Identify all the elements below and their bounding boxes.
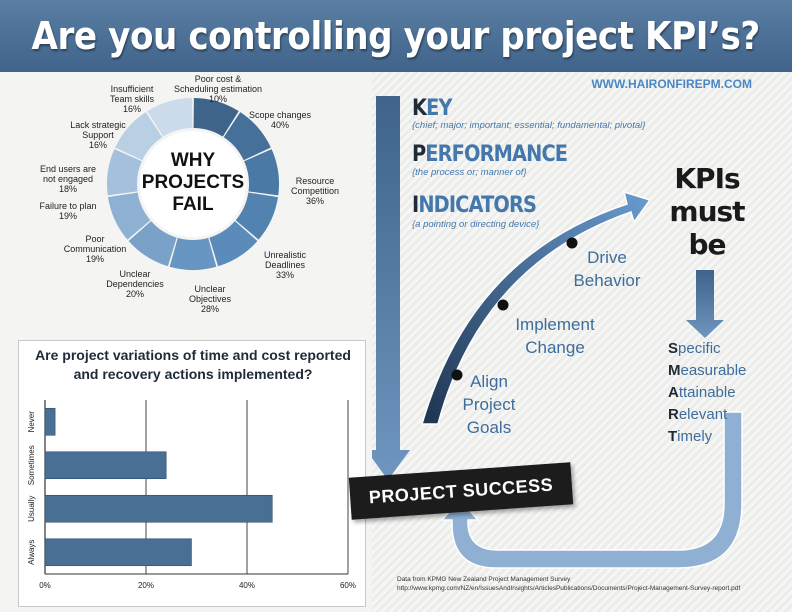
donut-slice-label: Poor cost & Scheduling estimation 10% [174, 74, 262, 104]
donut-slice [147, 98, 193, 137]
kpi-indicators-letter: I [412, 193, 419, 218]
bar-chart-title-line2: and recovery actions implemented? [73, 366, 313, 382]
y-category-label: Usually [27, 496, 36, 522]
donut-slice [193, 98, 239, 137]
donut-center-label: FAIL [172, 194, 214, 215]
kpi-key-word: KEY [412, 96, 453, 121]
x-tick-label: 0% [39, 581, 51, 590]
stage-marker-drive [566, 237, 578, 249]
stage-implement-line1: Implement [515, 315, 595, 334]
donut-slice [169, 237, 217, 270]
stage-drive: Drive Behavior [568, 246, 646, 292]
kpi-indicators-definition: {a pointing or directing device} [412, 219, 540, 230]
kpis-must-be-line2: must [669, 195, 745, 228]
y-category-label: Never [27, 411, 36, 433]
donut-slice [106, 149, 142, 196]
smart-letter: T [668, 428, 678, 445]
smart-rest: imely [677, 428, 713, 445]
donut-slice-label: Resource Competition 36% [291, 176, 339, 206]
donut-slice [128, 221, 177, 267]
smart-item-timely: Timely [668, 426, 746, 448]
bar-chart-title-line1: Are project variations of time and cost … [35, 347, 351, 363]
y-category-label: Always [27, 540, 36, 565]
header-banner: Are you controlling your project KPI’s? [0, 0, 792, 72]
stage-implement: Implement Change [506, 313, 604, 359]
down-arrow-left [372, 96, 410, 480]
smart-letter: A [668, 384, 679, 401]
donut-slice [223, 112, 271, 161]
stage-drive-line1: Drive [587, 248, 627, 267]
donut-slice-label: End users are not engaged 18% [40, 164, 96, 194]
smart-letter: M [668, 362, 681, 379]
donut-center [140, 131, 246, 237]
smart-rest: pecific [678, 340, 721, 357]
kpi-indicators-word: INDICATORS [412, 193, 537, 218]
source-line1: Data from KPMG New Zealand Project Manag… [397, 576, 571, 583]
x-tick-label: 40% [239, 581, 255, 590]
kpi-indicators-rest: NDICATORS [418, 193, 537, 218]
stage-align-line1: Align [470, 372, 508, 391]
stage-marker-implement [497, 299, 509, 311]
bar [44, 407, 56, 436]
donut-slice-label: Unclear Dependencies 20% [106, 269, 164, 299]
smart-rest: elevant [678, 406, 728, 423]
donut-slice [115, 112, 163, 161]
source-note: Data from KPMG New Zealand Project Manag… [397, 575, 740, 593]
bar [44, 538, 192, 567]
kpi-arrows [372, 96, 743, 569]
smart-item-specific: Specific [668, 338, 746, 360]
bar [44, 494, 273, 523]
donut-slice [108, 192, 151, 240]
page-title: Are you controlling your project KPI’s? [31, 14, 761, 58]
donut-slice-label: Lack strategic Support 16% [70, 120, 126, 150]
kpi-key-rest: EY [426, 96, 452, 121]
variations-bar-chart: 0% 20% 40% 60% Never Sometimes Usually Always [27, 400, 356, 590]
y-category-label: Sometimes [27, 445, 36, 485]
donut-slice-label: Poor Communication 19% [64, 234, 127, 264]
donut-slice-label: Scope changes 40% [249, 110, 312, 130]
donut-slice-label: Insufficient Team skills 16% [110, 84, 155, 114]
donut-center-label: PROJECTS [142, 172, 244, 193]
smart-item-measurable: Measurable [668, 360, 746, 382]
source-url[interactable]: http://www.kpmg.com/NZ/en/IssuesAndInsig… [397, 585, 741, 592]
smart-item-relevant: Relevant [668, 404, 746, 426]
kpi-key-definition: {chief; major; important; essential; fun… [412, 120, 646, 131]
stage-implement-line2: Change [525, 338, 585, 357]
kpi-key-letter: K [412, 96, 427, 121]
stage-drive-line2: Behavior [573, 271, 641, 290]
kpi-performance-definition: {the process or; manner of} [412, 167, 527, 178]
bar [44, 451, 167, 480]
smart-list: Specific Measurable Attainable Relevant … [668, 338, 746, 448]
kpis-must-be-line3: be [688, 228, 726, 261]
stage-marker-align [451, 369, 463, 381]
donut-slice [235, 192, 278, 240]
donut-slice-label: Failure to plan 19% [39, 201, 96, 221]
kpi-performance-letter: P [412, 142, 426, 167]
donut-slice-label: Unrealistic Deadlines 33% [264, 250, 307, 280]
x-tick-label: 20% [138, 581, 154, 590]
smart-rest: easurable [680, 362, 747, 379]
donut-center-label: WHY [171, 150, 216, 171]
donut-slice [209, 221, 258, 267]
growth-curve-arrow [420, 190, 652, 425]
bar-chart-title: Are project variations of time and cost … [28, 346, 358, 384]
smart-letter: S [668, 340, 679, 357]
smart-letter: R [668, 406, 679, 423]
kpi-performance-rest: ERFORMANCE [425, 142, 568, 167]
kpi-performance-word: PERFORMANCE [412, 142, 568, 167]
stage-align-line2: Project [462, 395, 516, 414]
why-projects-fail-donut: Scope changes 40% Resource Competition 36% Un… [39, 74, 339, 314]
x-tick-label: 60% [340, 581, 356, 590]
stage-align-line3: Goals [466, 418, 512, 437]
smart-down-arrow [686, 270, 724, 338]
kpis-must-be-line1: KPIs [674, 162, 740, 195]
kpis-must-be-heading: KPIs must be [662, 162, 752, 261]
website-link[interactable]: WWW.HAIRONFIREPM.COM [591, 77, 752, 91]
stage-align: Align Project Goals [452, 370, 526, 439]
donut-slice-label: Unclear Objectives 28% [189, 284, 232, 314]
smart-item-attainable: Attainable [668, 382, 746, 404]
smart-rest: ttainable [678, 384, 736, 401]
donut-slice [244, 149, 279, 196]
return-loop-arrow [440, 411, 743, 569]
